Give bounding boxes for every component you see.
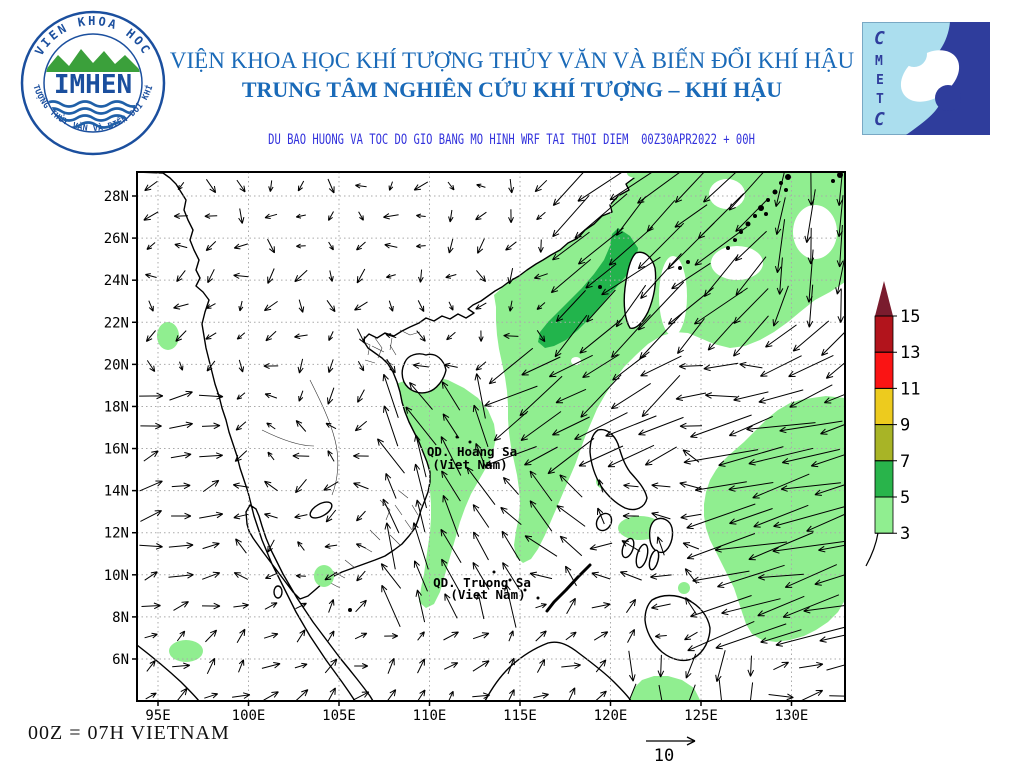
imhen-logo: VIEN KHOA HOC KHÍ TƯỢNG THỦY VĂN VÀ BIẾN…: [15, 0, 168, 163]
axis-tick-labels: 95E 100E 105E 110E 115E 120E 125E 130E 28N 26N 24N…: [104, 189, 809, 724]
svg-text:105E: 105E: [322, 708, 356, 724]
svg-text:QD. Truong Sa: QD. Truong Sa: [433, 575, 531, 590]
svg-text:130E: 130E: [775, 708, 809, 724]
lake-tonle-sap: [309, 501, 333, 519]
reference-arrow-value: 10: [654, 746, 674, 766]
svg-text:C: C: [874, 28, 885, 49]
svg-text:QD. Hoang Sa: QD. Hoang Sa: [427, 444, 517, 459]
svg-text:C: C: [874, 109, 885, 130]
imhen-center-text: IMHEN: [54, 70, 132, 100]
org-title-line2: TRUNG TÂM NGHIÊN CỨU KHÍ TƯỢNG – KHÍ HẬU: [241, 77, 783, 102]
wind-map: QD. Hoang Sa(Viet Nam)QD. Truong Sa(Viet…: [104, 171, 846, 724]
cmetc-letters: C M E T C: [874, 28, 885, 130]
svg-text:13: 13: [900, 343, 920, 363]
svg-text:(Viet Nam): (Viet Nam): [432, 457, 507, 472]
svg-text:100E: 100E: [232, 708, 266, 724]
island-phu-quoc: [273, 585, 283, 599]
svg-text:6N: 6N: [112, 652, 129, 668]
svg-text:22N: 22N: [104, 315, 129, 331]
legend-scale: 15 13 11 9 7 5 3: [874, 281, 920, 544]
island-negros: [635, 543, 649, 569]
imhen-logo-canvas: VIEN KHOA HOC KHÍ TƯỢNG THỦY VĂN VÀ BIẾN…: [15, 0, 166, 156]
svg-text:95E: 95E: [145, 708, 170, 724]
svg-text:M: M: [875, 54, 883, 69]
map-frame: [136, 171, 846, 702]
svg-text:110E: 110E: [413, 708, 447, 724]
svg-text:7: 7: [900, 452, 910, 472]
svg-text:(Viet Nam): (Viet Nam): [450, 587, 525, 602]
svg-text:9: 9: [900, 416, 910, 436]
island-hainan: [401, 353, 447, 394]
svg-text:8N: 8N: [112, 610, 129, 626]
lat-lon-grid: [137, 172, 845, 701]
svg-text:E: E: [876, 73, 884, 88]
island-borneo: [484, 641, 632, 701]
reference-arrow-glyph: [646, 736, 696, 746]
cmetc-s-notch-top: [901, 41, 927, 67]
shading-holes: [571, 179, 837, 365]
imhen-text-band: [45, 72, 141, 96]
svg-text:11: 11: [900, 379, 920, 399]
island-panay: [621, 537, 635, 559]
svg-text:10N: 10N: [104, 568, 129, 584]
wind-speed-legend: 15 13 11 9 7 5 3: [865, 281, 920, 567]
cmetc-logo-canvas: C M E T C: [862, 22, 990, 135]
svg-text:T: T: [876, 92, 884, 107]
island-samar: [648, 517, 674, 554]
svg-text:14N: 14N: [104, 484, 129, 500]
cmetc-logo: C M E T C: [862, 22, 990, 140]
island-cebu: [648, 549, 660, 571]
svg-text:5: 5: [900, 488, 910, 508]
map-place-labels: QD. Hoang Sa(Viet Nam)QD. Truong Sa(Viet…: [427, 444, 531, 602]
reference-wind-arrow: 10: [646, 736, 696, 766]
island-palawan: [545, 563, 592, 613]
wind-speed-shading-coastal: [157, 172, 645, 662]
coastlines: [137, 172, 843, 701]
svg-text:28N: 28N: [104, 189, 129, 205]
cmetc-s-notch-bottom: [935, 85, 961, 111]
wind-arrows-layer: [139, 172, 845, 701]
svg-text:12N: 12N: [104, 526, 129, 542]
imhen-mountains: [45, 49, 141, 74]
org-title-line1: VIỆN KHOA HỌC KHÍ TƯỢNG THỦY VĂN VÀ BIẾN…: [169, 48, 855, 73]
island-chain-ryukyu: [137, 172, 843, 612]
svg-text:115E: 115E: [503, 708, 537, 724]
svg-text:26N: 26N: [104, 231, 129, 247]
forecast-subtitle-row: DU BAO HUONG VA TOC DO GIO BANG MO HINH …: [0, 131, 1024, 149]
timezone-note: 00Z = 07H VIETNAM: [28, 722, 230, 744]
island-taiwan: [623, 251, 657, 329]
svg-text:18N: 18N: [104, 399, 129, 415]
legend-tail: [865, 532, 879, 567]
svg-text:16N: 16N: [104, 442, 129, 458]
admin-boundaries: [261, 329, 421, 589]
svg-text:15: 15: [900, 307, 920, 327]
svg-text:120E: 120E: [594, 708, 628, 724]
svg-text:20N: 20N: [104, 357, 129, 373]
svg-text:24N: 24N: [104, 273, 129, 289]
island-luzon: [589, 428, 648, 511]
svg-text:3: 3: [900, 524, 910, 544]
svg-text:125E: 125E: [684, 708, 718, 724]
coastline-sumatra: [137, 644, 200, 701]
forecast-subtitle: DU BAO HUONG VA TOC DO GIO BANG MO HINH …: [268, 132, 756, 148]
coastline-mainland: [137, 172, 641, 701]
org-titles: VIỆN KHOA HỌC KHÍ TƯỢNG THỦY VĂN VÀ BIẾN…: [160, 48, 864, 103]
